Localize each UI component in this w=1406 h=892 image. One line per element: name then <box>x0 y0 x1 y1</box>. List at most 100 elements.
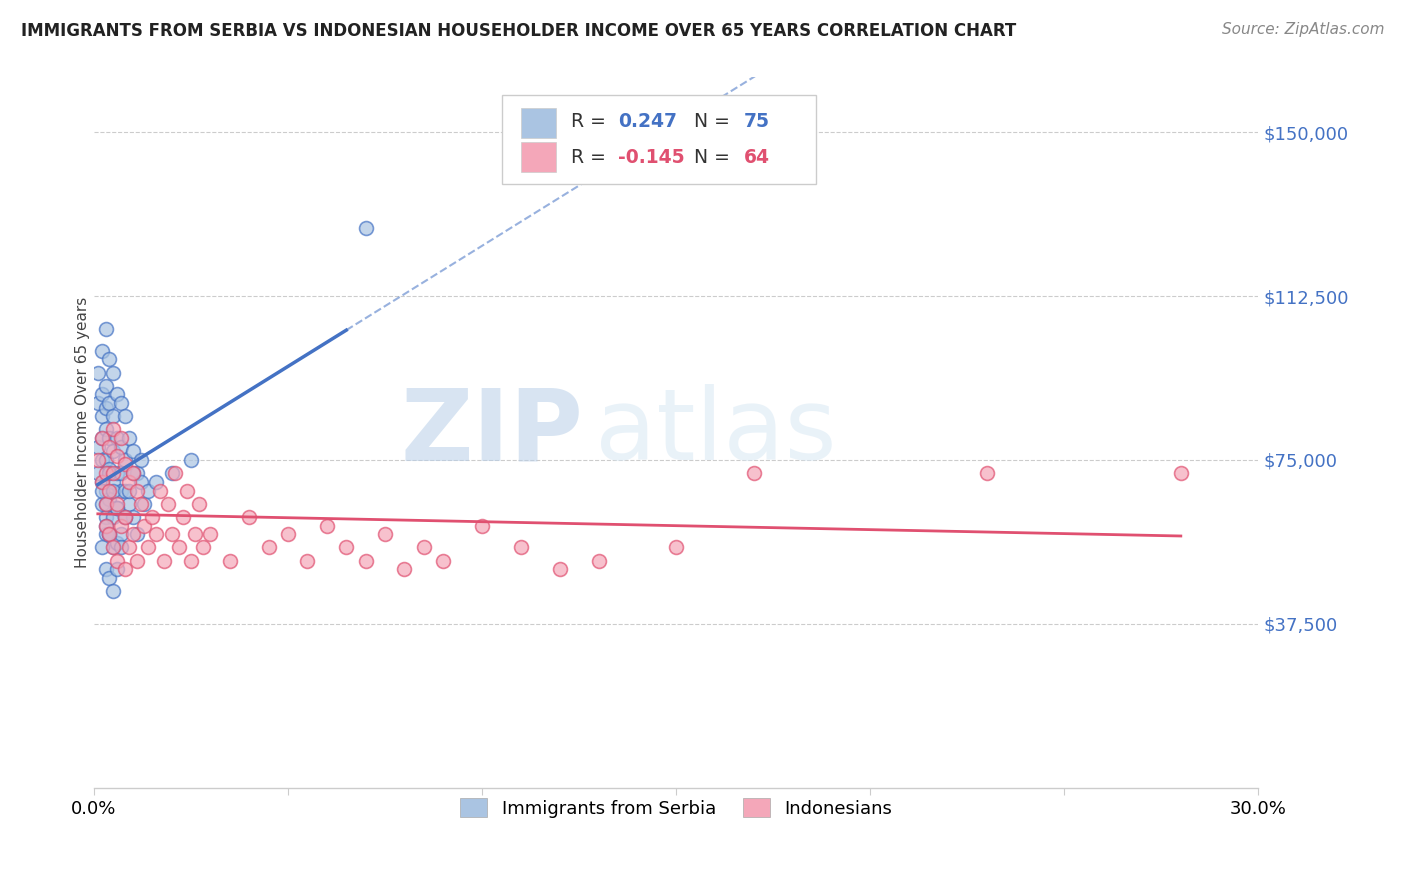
Point <box>153 553 176 567</box>
Point <box>110 440 132 454</box>
Text: 0.247: 0.247 <box>619 112 676 131</box>
Point <box>471 518 494 533</box>
Point <box>121 444 143 458</box>
Point <box>1170 466 1192 480</box>
Point <box>90 343 112 358</box>
Point <box>105 449 128 463</box>
Point <box>136 483 159 498</box>
Point <box>98 571 121 585</box>
FancyBboxPatch shape <box>502 95 815 184</box>
Point <box>94 466 117 480</box>
Legend: Immigrants from Serbia, Indonesians: Immigrants from Serbia, Indonesians <box>453 791 900 825</box>
Point <box>114 453 136 467</box>
Point <box>90 453 112 467</box>
Point <box>121 509 143 524</box>
Point <box>125 466 148 480</box>
Point <box>94 518 117 533</box>
Point <box>315 518 337 533</box>
Point <box>169 541 191 555</box>
Point <box>94 378 117 392</box>
Point <box>665 541 688 555</box>
Point <box>94 518 117 533</box>
Text: -0.145: -0.145 <box>619 147 685 167</box>
Point <box>277 527 299 541</box>
Point <box>98 483 121 498</box>
Point <box>105 466 128 480</box>
Point <box>548 562 571 576</box>
Bar <box>522 108 557 138</box>
Point <box>121 527 143 541</box>
Point <box>98 527 121 541</box>
Point <box>103 366 125 380</box>
Point <box>94 509 117 524</box>
Point <box>90 541 112 555</box>
Point <box>98 440 121 454</box>
Point <box>98 527 121 541</box>
Point <box>180 453 202 467</box>
Point <box>180 553 202 567</box>
Point <box>98 466 121 480</box>
Point <box>149 483 172 498</box>
Point <box>297 553 319 567</box>
Point <box>134 497 156 511</box>
Point <box>90 483 112 498</box>
Point <box>94 527 117 541</box>
Point <box>103 541 125 555</box>
Point <box>125 527 148 541</box>
Point <box>118 475 141 489</box>
Point <box>184 527 207 541</box>
Point <box>114 509 136 524</box>
Point <box>432 553 454 567</box>
Point <box>87 453 110 467</box>
Point <box>90 475 112 489</box>
Point <box>94 497 117 511</box>
Point <box>187 497 209 511</box>
Point <box>105 431 128 445</box>
Point <box>165 466 187 480</box>
Point <box>94 497 117 511</box>
Point <box>145 527 167 541</box>
Point <box>121 466 143 480</box>
Point <box>976 466 998 480</box>
Point <box>90 497 112 511</box>
Text: IMMIGRANTS FROM SERBIA VS INDONESIAN HOUSEHOLDER INCOME OVER 65 YEARS CORRELATIO: IMMIGRANTS FROM SERBIA VS INDONESIAN HOU… <box>21 22 1017 40</box>
Point <box>118 541 141 555</box>
Point <box>90 409 112 424</box>
Point <box>191 541 214 555</box>
Text: R =: R = <box>571 112 612 131</box>
Point <box>87 366 110 380</box>
Point <box>412 541 434 555</box>
Point <box>103 541 125 555</box>
Point <box>114 509 136 524</box>
Point <box>90 431 112 445</box>
Point <box>105 501 128 516</box>
Point <box>114 409 136 424</box>
Point <box>103 422 125 436</box>
Point <box>94 422 117 436</box>
Point <box>129 453 152 467</box>
Point <box>110 541 132 555</box>
Point <box>218 553 240 567</box>
Point <box>394 562 416 576</box>
Text: ZIP: ZIP <box>401 384 583 481</box>
Point <box>354 553 377 567</box>
Point <box>90 387 112 401</box>
Point <box>98 527 121 541</box>
Point <box>105 501 128 516</box>
Point <box>129 475 152 489</box>
Point <box>145 475 167 489</box>
Point <box>136 541 159 555</box>
Point <box>160 466 183 480</box>
Point <box>103 444 125 458</box>
Point <box>103 409 125 424</box>
Point <box>141 509 163 524</box>
Point <box>257 541 280 555</box>
Point <box>98 431 121 445</box>
Point <box>98 461 121 475</box>
Point <box>114 509 136 524</box>
Point <box>129 497 152 511</box>
Point <box>118 497 141 511</box>
Point <box>103 466 125 480</box>
Point <box>105 536 128 550</box>
Point <box>374 527 396 541</box>
